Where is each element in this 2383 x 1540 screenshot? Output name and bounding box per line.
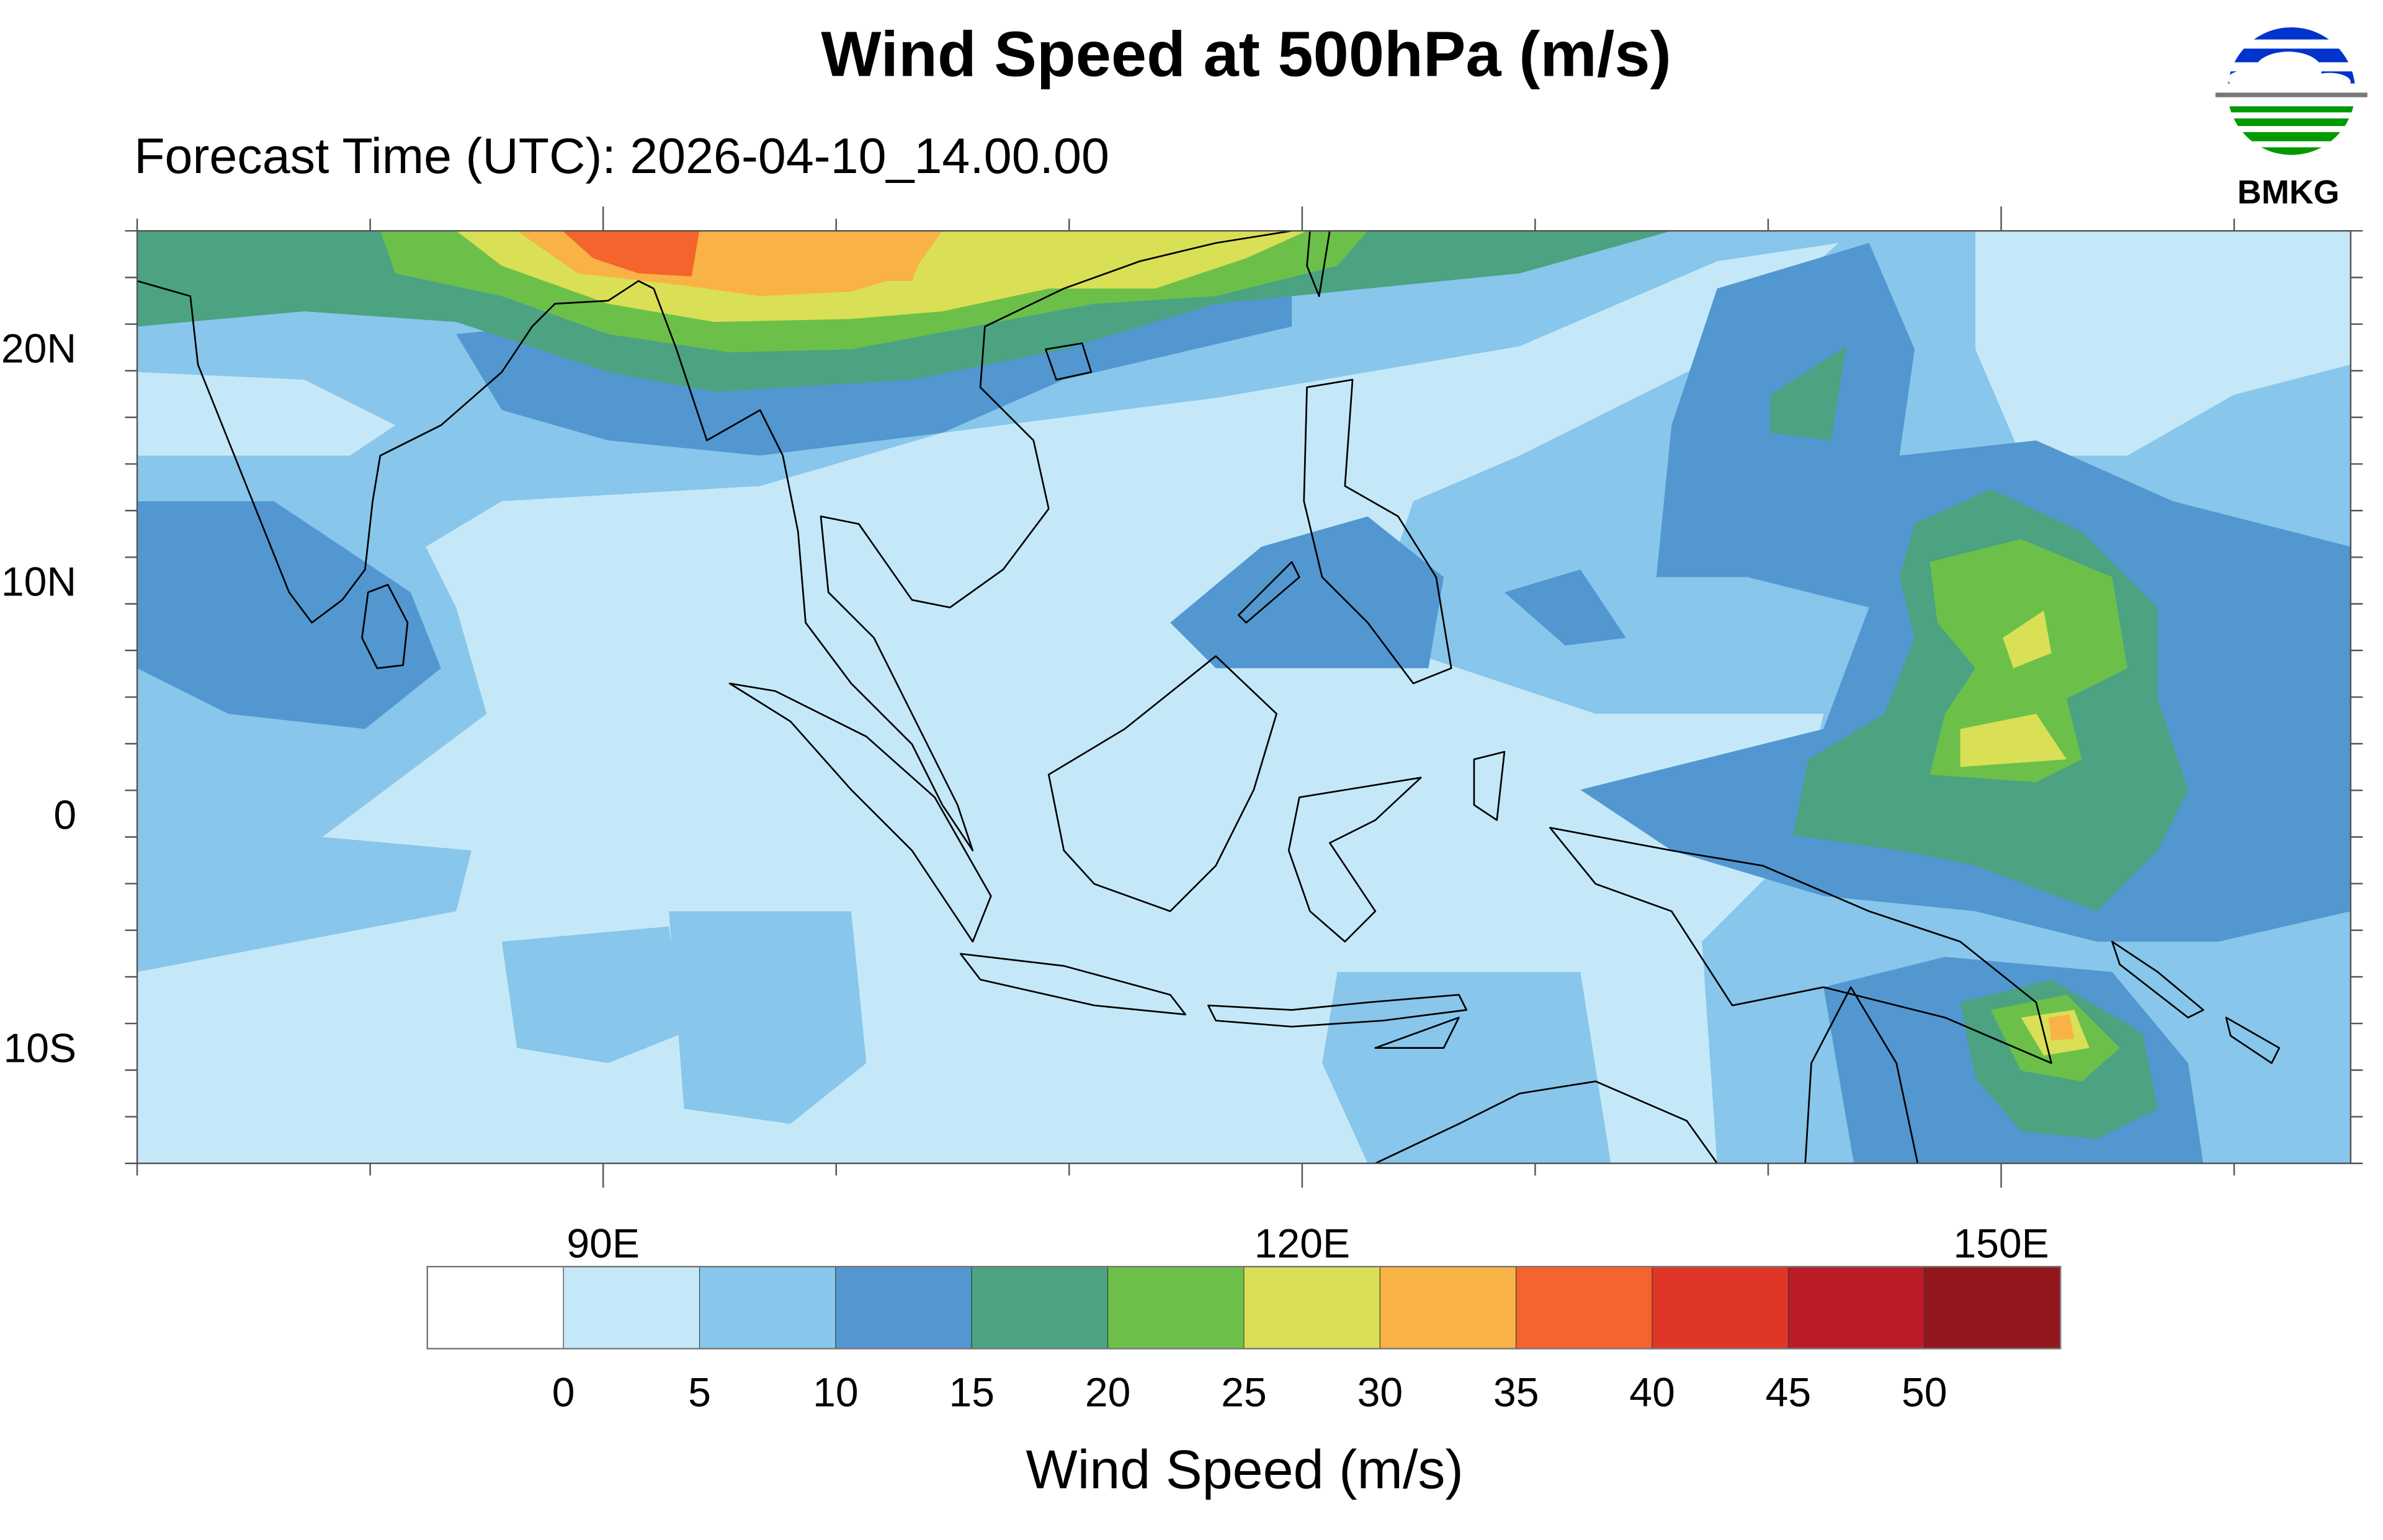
contour-35-40	[562, 231, 700, 277]
forecast-time: Forecast Time (UTC): 2026-04-10_14.00.00	[134, 128, 1109, 184]
bmkg-logo: BMKG	[2215, 27, 2367, 211]
contour-0-5	[1975, 231, 2351, 456]
coastline-indochina	[653, 231, 1292, 852]
contour-30-35	[2048, 1014, 2075, 1041]
colorbar-label: Wind Speed (m/s)	[1026, 1439, 1464, 1500]
lat-tick-label: 10S	[4, 1025, 77, 1071]
coastline-java	[959, 953, 1187, 1016]
colorbar-swatch	[971, 1266, 1109, 1349]
chart-title: Wind Speed at 500hPa (m/s)	[821, 18, 1671, 89]
axis-ticks: 20N 10N 0 10S 90E 120E 150E	[1, 207, 2363, 1267]
colorbar-level-label: 40	[1629, 1370, 1675, 1416]
colorbar-swatch	[1516, 1266, 1653, 1349]
colorbar-swatch	[563, 1266, 700, 1349]
lon-tick-label: 120E	[1254, 1221, 1350, 1267]
colorbar-level-label: 45	[1766, 1370, 1812, 1416]
colorbar-swatch	[427, 1266, 564, 1349]
colorbar-level-label: 30	[1357, 1370, 1403, 1416]
colorbar-swatch	[1787, 1266, 1925, 1349]
coastline-australia	[1375, 986, 1919, 1164]
lat-tick-label: 20N	[1, 326, 76, 372]
colorbar-level-label: 35	[1493, 1370, 1539, 1416]
wind-speed-field	[137, 231, 2351, 1164]
contour-0-5	[137, 243, 1839, 1164]
coastlines	[137, 231, 2281, 1164]
colorbar-swatch	[699, 1266, 836, 1349]
colorbar-swatch	[1243, 1266, 1380, 1349]
coastline-sulawesi	[1287, 777, 1422, 943]
colorbar-level-label: 0	[552, 1370, 575, 1416]
colorbar: 0 5 10 15 20 25 30 35 40 45 50	[426, 1266, 2062, 1416]
lon-tick-label: 90E	[566, 1221, 640, 1267]
lat-tick-label: 10N	[1, 559, 76, 605]
contour-15-20	[1770, 346, 1846, 441]
colorbar-level-label: 50	[1902, 1370, 1947, 1416]
coastline-lesser-sunda	[1207, 994, 1468, 1049]
contour-10-15	[1170, 516, 1626, 669]
coastline-philippines	[1238, 378, 1452, 685]
colorbar-frame	[426, 1266, 2062, 1350]
colorbar-level-label: 20	[1085, 1370, 1131, 1416]
coastline-india	[137, 280, 655, 624]
contour-5-10	[137, 820, 1611, 1164]
colorbar-level-label: 5	[688, 1370, 711, 1416]
coastline-sumatra	[728, 682, 992, 943]
coastline-halmahera	[1473, 750, 1506, 821]
colorbar-level-label: 10	[813, 1370, 859, 1416]
colorbar-level-label: 25	[1221, 1370, 1267, 1416]
coastline-new-guinea	[1549, 827, 2052, 1064]
colorbar-level-label: 15	[949, 1370, 995, 1416]
colorbar-swatch	[1379, 1266, 1517, 1349]
coastline-taiwan	[1306, 231, 1331, 297]
lat-tick-label: 0	[53, 792, 76, 838]
contour-0-5	[137, 372, 396, 456]
lon-tick-label: 150E	[1953, 1221, 2049, 1267]
colorbar-swatch	[1924, 1266, 2061, 1349]
colorbar-swatch	[1107, 1266, 1245, 1349]
coastline-hainan	[1045, 342, 1093, 381]
colorbar-swatch	[835, 1266, 972, 1349]
contour-10-15	[137, 501, 441, 729]
bmkg-logo-text: BMKG	[2237, 174, 2340, 211]
coastline-borneo	[1047, 655, 1277, 912]
coastline-sri-lanka	[361, 584, 409, 669]
colorbar-swatch	[1652, 1266, 1789, 1349]
coastline-solomon	[2111, 940, 2281, 1064]
